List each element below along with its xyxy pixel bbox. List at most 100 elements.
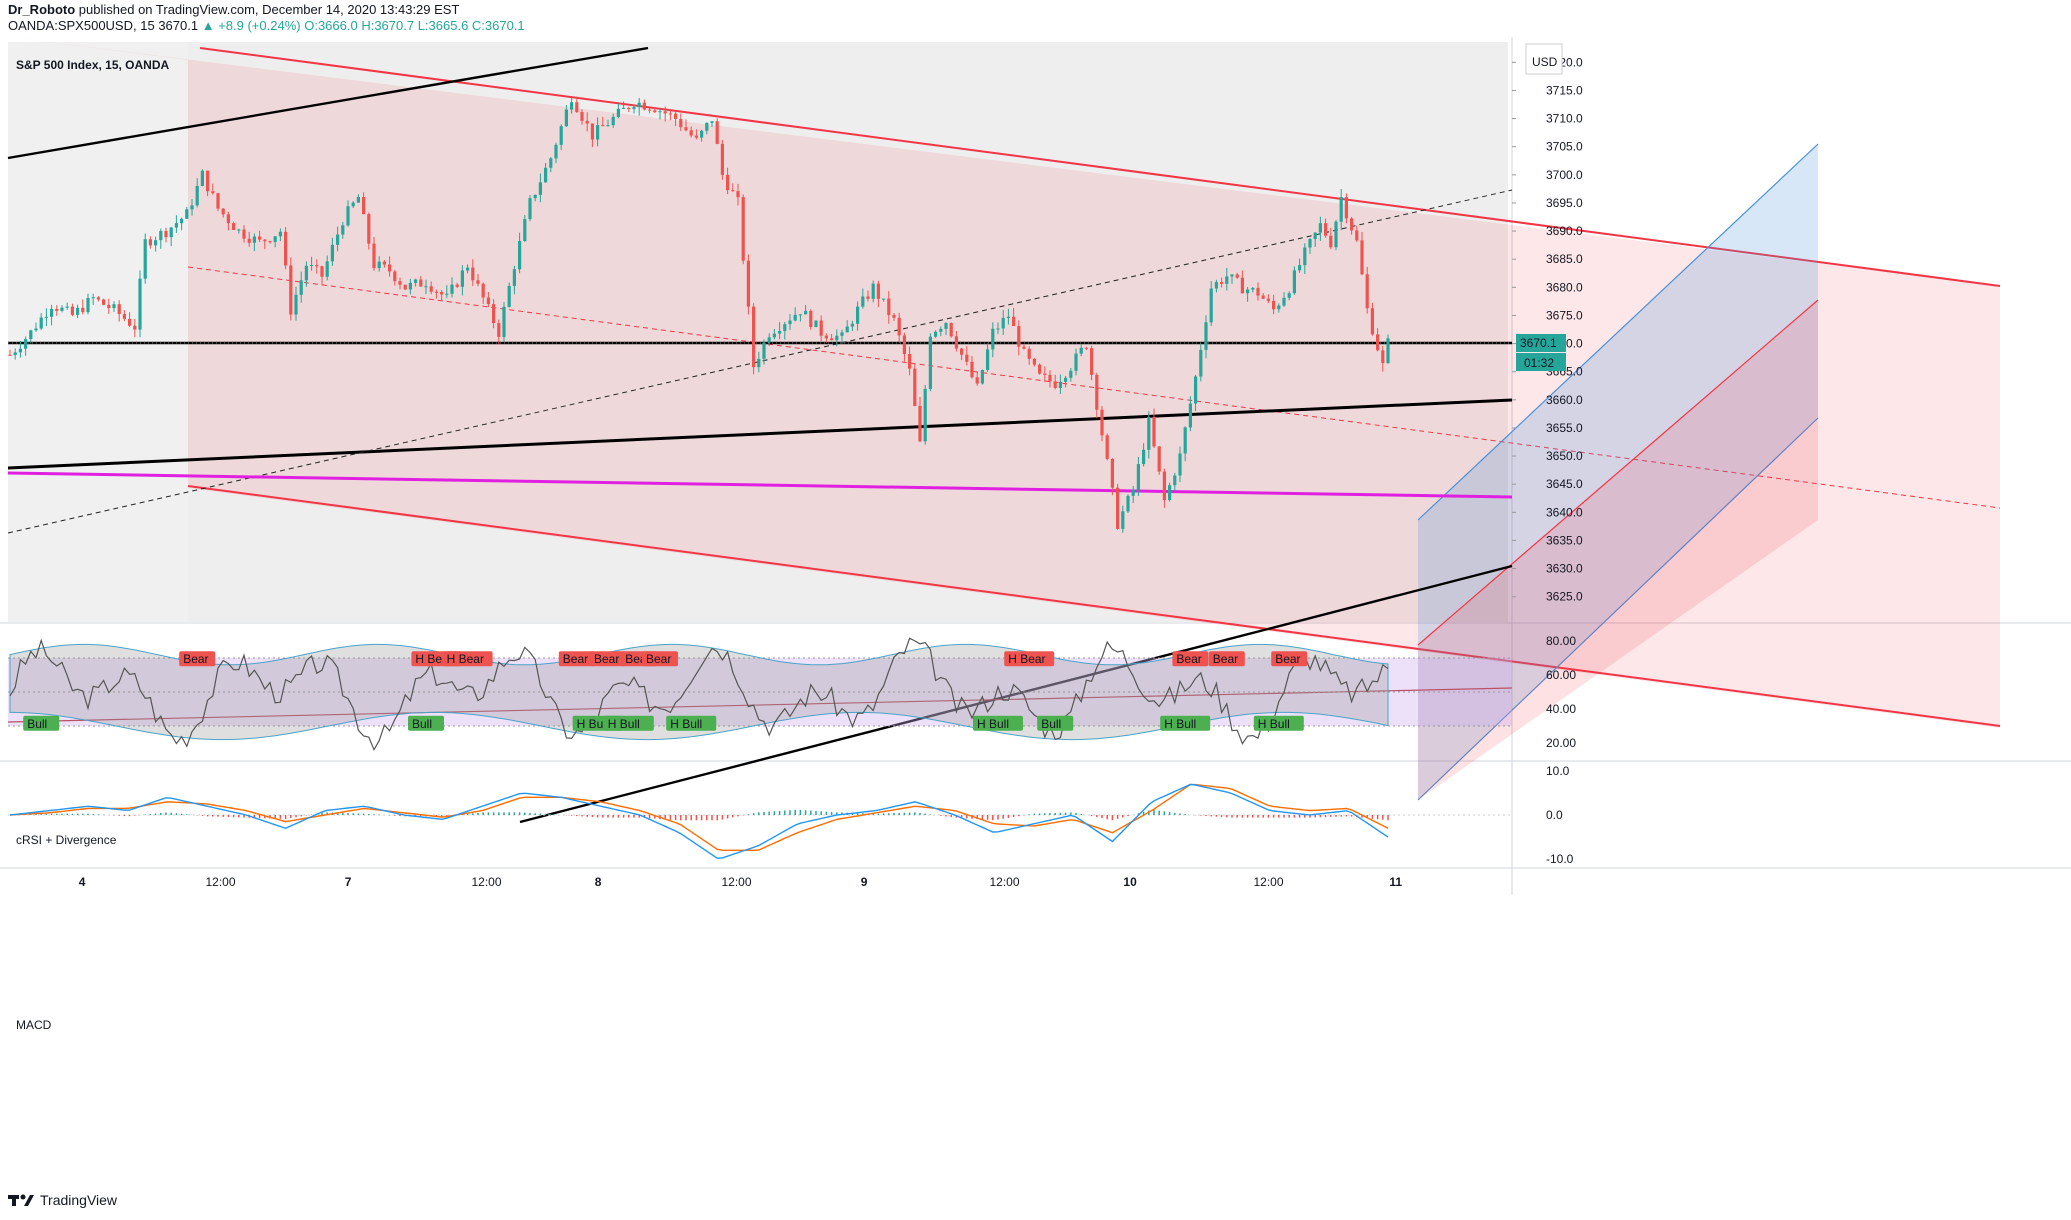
candle-body bbox=[232, 223, 236, 230]
candle-body bbox=[1261, 295, 1265, 299]
divergence-label: H Bear bbox=[447, 652, 484, 666]
candle-body bbox=[611, 116, 615, 126]
channel-upper-line bbox=[199, 47, 2001, 287]
price-tick-label: 3700.0 bbox=[1546, 168, 1583, 182]
bull-divergence-badge bbox=[23, 715, 60, 731]
footer: TradingView bbox=[8, 1192, 117, 1208]
candle-body bbox=[55, 308, 59, 311]
candle-body bbox=[1183, 427, 1187, 454]
candle-body bbox=[1329, 235, 1333, 248]
price-tick-label: 3625.0 bbox=[1546, 590, 1583, 604]
candle-body bbox=[440, 292, 444, 295]
crsi-tick-label: 80.00 bbox=[1546, 634, 1576, 648]
candle-body bbox=[793, 314, 797, 321]
candle-body bbox=[986, 349, 990, 371]
main-pane[interactable] bbox=[7, 37, 2001, 824]
candle-body bbox=[1147, 416, 1151, 450]
crsi-pane[interactable]: Bull Bear H Bear H Bear Bull Bear Bear Bear Bear… bbox=[8, 637, 1512, 752]
candle-body bbox=[856, 306, 860, 324]
last-price: 3670.1 bbox=[158, 18, 199, 33]
candle-body bbox=[1116, 487, 1120, 529]
candle-body bbox=[1235, 274, 1239, 278]
candle-body bbox=[320, 266, 324, 277]
chart-canvas[interactable]: 3625.0 3630.0 3635.0 3640.0 3645.0 3650.0 3655… bbox=[0, 0, 2071, 1190]
candle-body bbox=[1188, 403, 1192, 428]
candle-body bbox=[559, 126, 563, 145]
candle-body bbox=[356, 196, 360, 203]
candle-body bbox=[554, 144, 558, 159]
main-pane-title: S&P 500 Index, 15, OANDA bbox=[16, 58, 170, 72]
divergence-label: Bear bbox=[1275, 652, 1300, 666]
candle-body bbox=[1381, 350, 1385, 364]
publish-info: published on TradingView.com, December 1… bbox=[78, 2, 460, 17]
candle-body bbox=[200, 170, 204, 186]
candle-body bbox=[242, 229, 246, 239]
macd-tick-label: -10.0 bbox=[1546, 852, 1574, 866]
candle-body bbox=[299, 280, 303, 295]
candle-body bbox=[1355, 230, 1359, 241]
channel-mid-line bbox=[187, 266, 2001, 509]
candle-body bbox=[871, 283, 875, 299]
candle-body bbox=[1126, 495, 1130, 512]
candle-body bbox=[65, 306, 69, 308]
candle-body bbox=[939, 328, 943, 332]
candle-body bbox=[1152, 416, 1156, 447]
candle-body bbox=[663, 111, 667, 114]
candle-body bbox=[1074, 353, 1078, 371]
candle-body bbox=[325, 261, 329, 277]
candle-body bbox=[736, 191, 740, 198]
candle-body bbox=[580, 112, 584, 121]
currency-badge bbox=[1525, 43, 1563, 75]
candle-body bbox=[887, 298, 891, 315]
candle-body bbox=[928, 336, 932, 389]
divergence-label: Bull bbox=[412, 717, 432, 731]
candle-body bbox=[1043, 373, 1047, 375]
divergence-label: Bear bbox=[183, 652, 208, 666]
publisher-name[interactable]: Dr_Roboto bbox=[8, 2, 76, 17]
candle-body bbox=[185, 209, 189, 219]
crsi-pane-title: cRSI + Divergence bbox=[16, 833, 117, 847]
divergence-label: Bull bbox=[1041, 717, 1061, 731]
candle-body bbox=[211, 191, 215, 194]
candle-body bbox=[1027, 348, 1031, 359]
candle-body bbox=[1194, 376, 1198, 404]
time-tick-label: 12:00 bbox=[472, 875, 502, 889]
candle-body bbox=[668, 113, 672, 115]
candle-body bbox=[518, 241, 522, 270]
candle-body bbox=[268, 241, 272, 243]
candle-body bbox=[315, 265, 319, 267]
time-tick-label: 12:00 bbox=[1254, 875, 1284, 889]
candle-body bbox=[538, 182, 542, 195]
candle-body bbox=[393, 271, 397, 282]
candle-body bbox=[294, 294, 298, 315]
price-tick-label: 3660.0 bbox=[1546, 393, 1583, 407]
candle-body bbox=[507, 285, 511, 307]
bear-divergence-badge bbox=[1271, 651, 1308, 667]
candle-body bbox=[91, 297, 95, 299]
candle-body bbox=[398, 281, 402, 285]
candle-body bbox=[596, 125, 600, 140]
candle-body bbox=[991, 328, 995, 350]
candle-body bbox=[372, 243, 376, 269]
candle-body bbox=[606, 125, 610, 127]
candle-body bbox=[1350, 218, 1354, 231]
candle-body bbox=[512, 269, 516, 286]
candle-body bbox=[949, 323, 953, 337]
candle-body bbox=[700, 130, 704, 138]
time-tick-label: 10 bbox=[1123, 875, 1137, 889]
footer-brand[interactable]: TradingView bbox=[40, 1192, 118, 1208]
candle-body bbox=[403, 284, 407, 290]
price-tick-label: 3635.0 bbox=[1546, 533, 1583, 547]
time-tick-label: 12:00 bbox=[722, 875, 752, 889]
candle-body bbox=[117, 304, 121, 315]
candle-body bbox=[1105, 435, 1109, 459]
currency-label: USD bbox=[1532, 55, 1558, 69]
bear-divergence-badge bbox=[590, 651, 626, 667]
candle-body bbox=[850, 323, 854, 327]
macd-pane[interactable] bbox=[8, 783, 1512, 859]
candle-body bbox=[1162, 471, 1166, 501]
candle-body bbox=[616, 108, 620, 117]
divergence-label: H Bull bbox=[977, 717, 1009, 731]
candle-body bbox=[824, 335, 828, 339]
candle-body bbox=[1282, 297, 1286, 306]
